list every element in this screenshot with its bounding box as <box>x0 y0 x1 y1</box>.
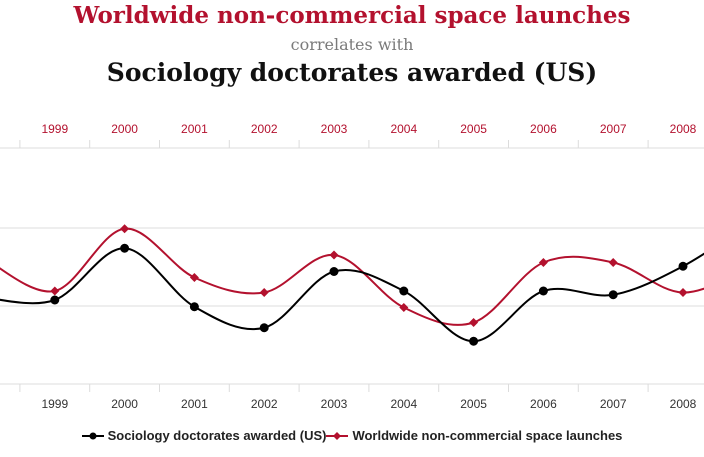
launches-data-point <box>608 258 618 267</box>
sociology-series-line <box>0 247 704 343</box>
sociology-data-point <box>469 336 479 346</box>
bottom-axis-tick-label: 2003 <box>321 397 348 411</box>
top-axis-tick-label: 2006 <box>530 122 557 136</box>
sociology-data-point <box>259 323 269 333</box>
launches-data-point <box>678 288 688 297</box>
bottom-axis-tick-label: 2008 <box>670 397 697 411</box>
launches-data-point <box>120 224 130 234</box>
top-axis-tick-label: 2007 <box>600 122 627 136</box>
sociology-data-point <box>120 243 130 253</box>
bottom-axis-tick-label: 2007 <box>600 397 627 411</box>
sociology-data-point <box>50 295 60 305</box>
legend-item-sociology: Sociology doctorates awarded (US) <box>81 428 327 443</box>
chart-legend: Sociology doctorates awarded (US) Worldw… <box>0 428 704 443</box>
chart-canvas: 1999 1999 2000 2000 2001 2001 2002 2002 2003 2003… <box>0 122 704 411</box>
chart-connector-text: correlates with <box>290 35 414 54</box>
bottom-axis-tick-label: 2004 <box>390 397 417 411</box>
top-axis-tick-label: 2004 <box>390 122 417 136</box>
launches-data-point <box>189 273 199 282</box>
top-axis-tick-label: 2003 <box>321 122 348 136</box>
top-axis-tick-label: 2005 <box>460 122 487 136</box>
sociology-data-point <box>399 286 409 296</box>
launches-data-point <box>399 303 409 312</box>
chart-title-bottom: Sociology doctorates awarded (US) <box>106 58 598 87</box>
top-axis-tick-label: 2001 <box>181 122 208 136</box>
bottom-axis-tick-label: 2000 <box>111 397 138 411</box>
sociology-data-point <box>608 290 618 300</box>
bottom-axis-tick-label: 2006 <box>530 397 557 411</box>
top-axis-tick-label: 2000 <box>111 122 138 136</box>
bottom-axis-tick-label: 2001 <box>181 397 208 411</box>
launches-series-line <box>0 227 704 326</box>
sociology-data-point <box>538 286 548 296</box>
launches-data-point <box>50 286 60 296</box>
bottom-axis-tick-label: 1999 <box>41 397 68 411</box>
launches-data-point <box>469 318 479 327</box>
legend-line-diamond-icon <box>326 431 349 440</box>
top-axis-tick-label: 2002 <box>251 122 278 136</box>
chart-title-top: Worldwide non-commercial space launches <box>73 2 631 29</box>
launches-data-point <box>538 258 548 267</box>
legend-line-circle-icon <box>81 432 104 439</box>
legend-label-sociology: Sociology doctorates awarded (US) <box>107 428 327 443</box>
bottom-axis-tick-label: 2005 <box>460 397 487 411</box>
top-axis-tick-label: 2008 <box>670 122 697 136</box>
launches-data-point <box>259 288 269 297</box>
sociology-data-point <box>329 267 339 276</box>
legend-label-launches: Worldwide non-commercial space launches <box>352 428 623 443</box>
launches-data-point <box>329 250 339 260</box>
sociology-data-point <box>189 302 199 312</box>
bottom-axis-tick-label: 2002 <box>251 397 278 411</box>
sociology-data-point <box>678 261 688 271</box>
legend-item-launches: Worldwide non-commercial space launches <box>326 428 622 443</box>
top-axis-tick-label: 1999 <box>41 122 68 136</box>
